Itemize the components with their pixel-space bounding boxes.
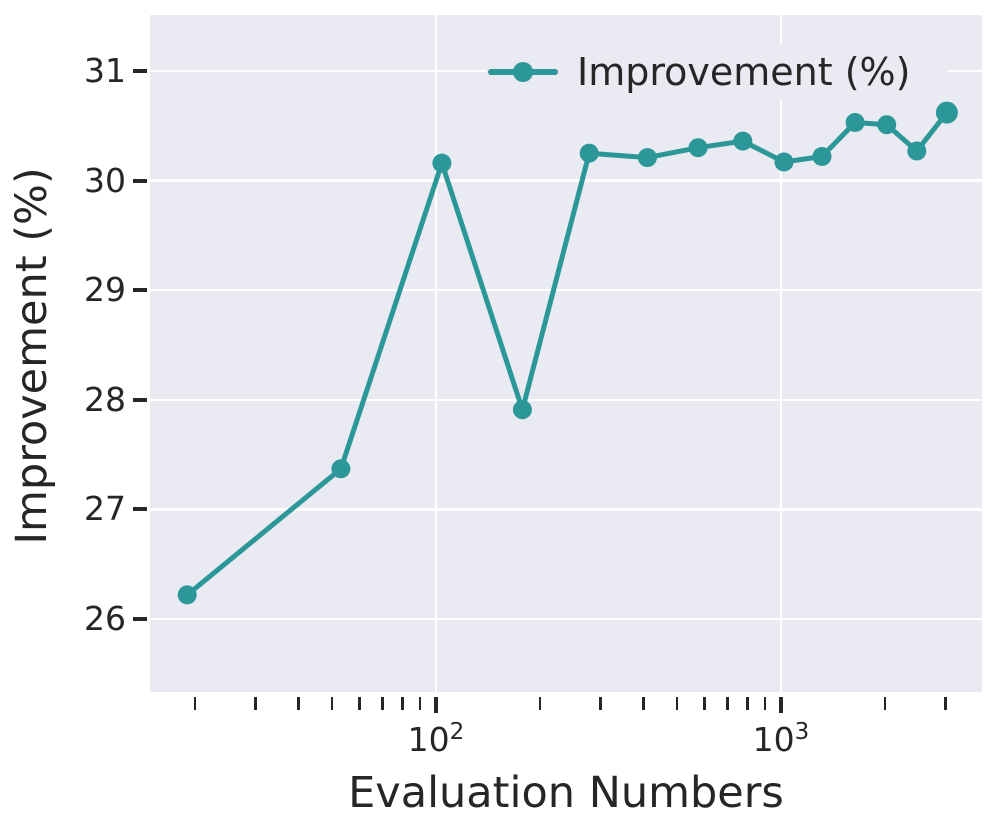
- data-point-marker: [331, 459, 351, 479]
- x-minor-tick-mark: [763, 697, 767, 710]
- y-tick-label: 31: [84, 51, 126, 90]
- x-minor-tick-mark: [883, 697, 887, 710]
- y-gridline: [150, 288, 982, 292]
- data-point-marker: [579, 143, 599, 163]
- data-point-marker: [877, 115, 897, 135]
- data-point-marker: [512, 400, 532, 420]
- x-gridline: [434, 15, 438, 692]
- data-point-marker: [935, 101, 958, 124]
- x-minor-tick-mark: [254, 697, 257, 710]
- data-point-marker: [845, 113, 865, 132]
- y-tick-label: 26: [84, 599, 126, 638]
- y-tick-label: 30: [84, 160, 126, 200]
- y-axis-label: Improvement (%): [7, 167, 57, 545]
- data-point-marker: [688, 138, 708, 158]
- data-point-marker: [907, 141, 927, 161]
- series-line: [184, 110, 950, 598]
- x-minor-tick-mark: [675, 697, 679, 710]
- y-tick-mark: [133, 397, 147, 402]
- legend-line-sample: [488, 62, 558, 82]
- x-minor-tick-mark: [358, 697, 361, 710]
- legend-marker-icon: [513, 62, 533, 82]
- y-tick-label: 29: [84, 270, 126, 310]
- x-minor-tick-mark: [642, 697, 645, 710]
- x-minor-tick-mark: [381, 697, 384, 710]
- x-minor-tick-mark: [297, 697, 300, 710]
- data-point-marker: [733, 131, 753, 151]
- x-minor-tick-mark: [599, 697, 602, 710]
- x-tick-label: 102: [407, 719, 465, 759]
- x-minor-tick-mark: [401, 697, 404, 710]
- x-minor-tick-mark: [193, 697, 197, 710]
- data-point-marker: [774, 152, 794, 172]
- y-tick-mark: [133, 288, 147, 293]
- y-tick-label: 27: [84, 489, 126, 529]
- x-minor-tick-mark: [746, 697, 749, 710]
- legend-label: Improvement (%): [577, 50, 911, 94]
- x-minor-tick-mark: [330, 697, 334, 710]
- x-axis-label: Evaluation Numbers: [348, 768, 784, 818]
- y-tick-mark: [133, 69, 147, 73]
- x-major-tick-mark: [434, 697, 438, 713]
- y-gridline: [150, 508, 982, 511]
- x-minor-tick-mark: [703, 697, 706, 710]
- data-point-marker: [177, 585, 197, 605]
- data-point-marker: [432, 153, 452, 173]
- legend: Improvement (%): [486, 44, 948, 100]
- x-minor-tick-mark: [944, 697, 947, 710]
- data-point-marker: [812, 147, 832, 166]
- y-tick-mark: [133, 617, 147, 621]
- x-gridline: [779, 15, 783, 692]
- y-tick-mark: [133, 507, 147, 512]
- y-gridline: [150, 617, 982, 621]
- y-gridline: [150, 179, 982, 182]
- plot-area: [150, 15, 982, 692]
- x-minor-tick-mark: [418, 697, 422, 710]
- data-point-marker: [637, 148, 657, 168]
- y-tick-label: 28: [84, 379, 126, 419]
- x-major-tick-mark: [779, 697, 783, 713]
- y-gridline: [150, 398, 982, 402]
- x-minor-tick-mark: [726, 697, 729, 710]
- y-tick-mark: [133, 178, 147, 183]
- x-tick-label: 103: [752, 719, 810, 759]
- x-minor-tick-mark: [538, 697, 542, 710]
